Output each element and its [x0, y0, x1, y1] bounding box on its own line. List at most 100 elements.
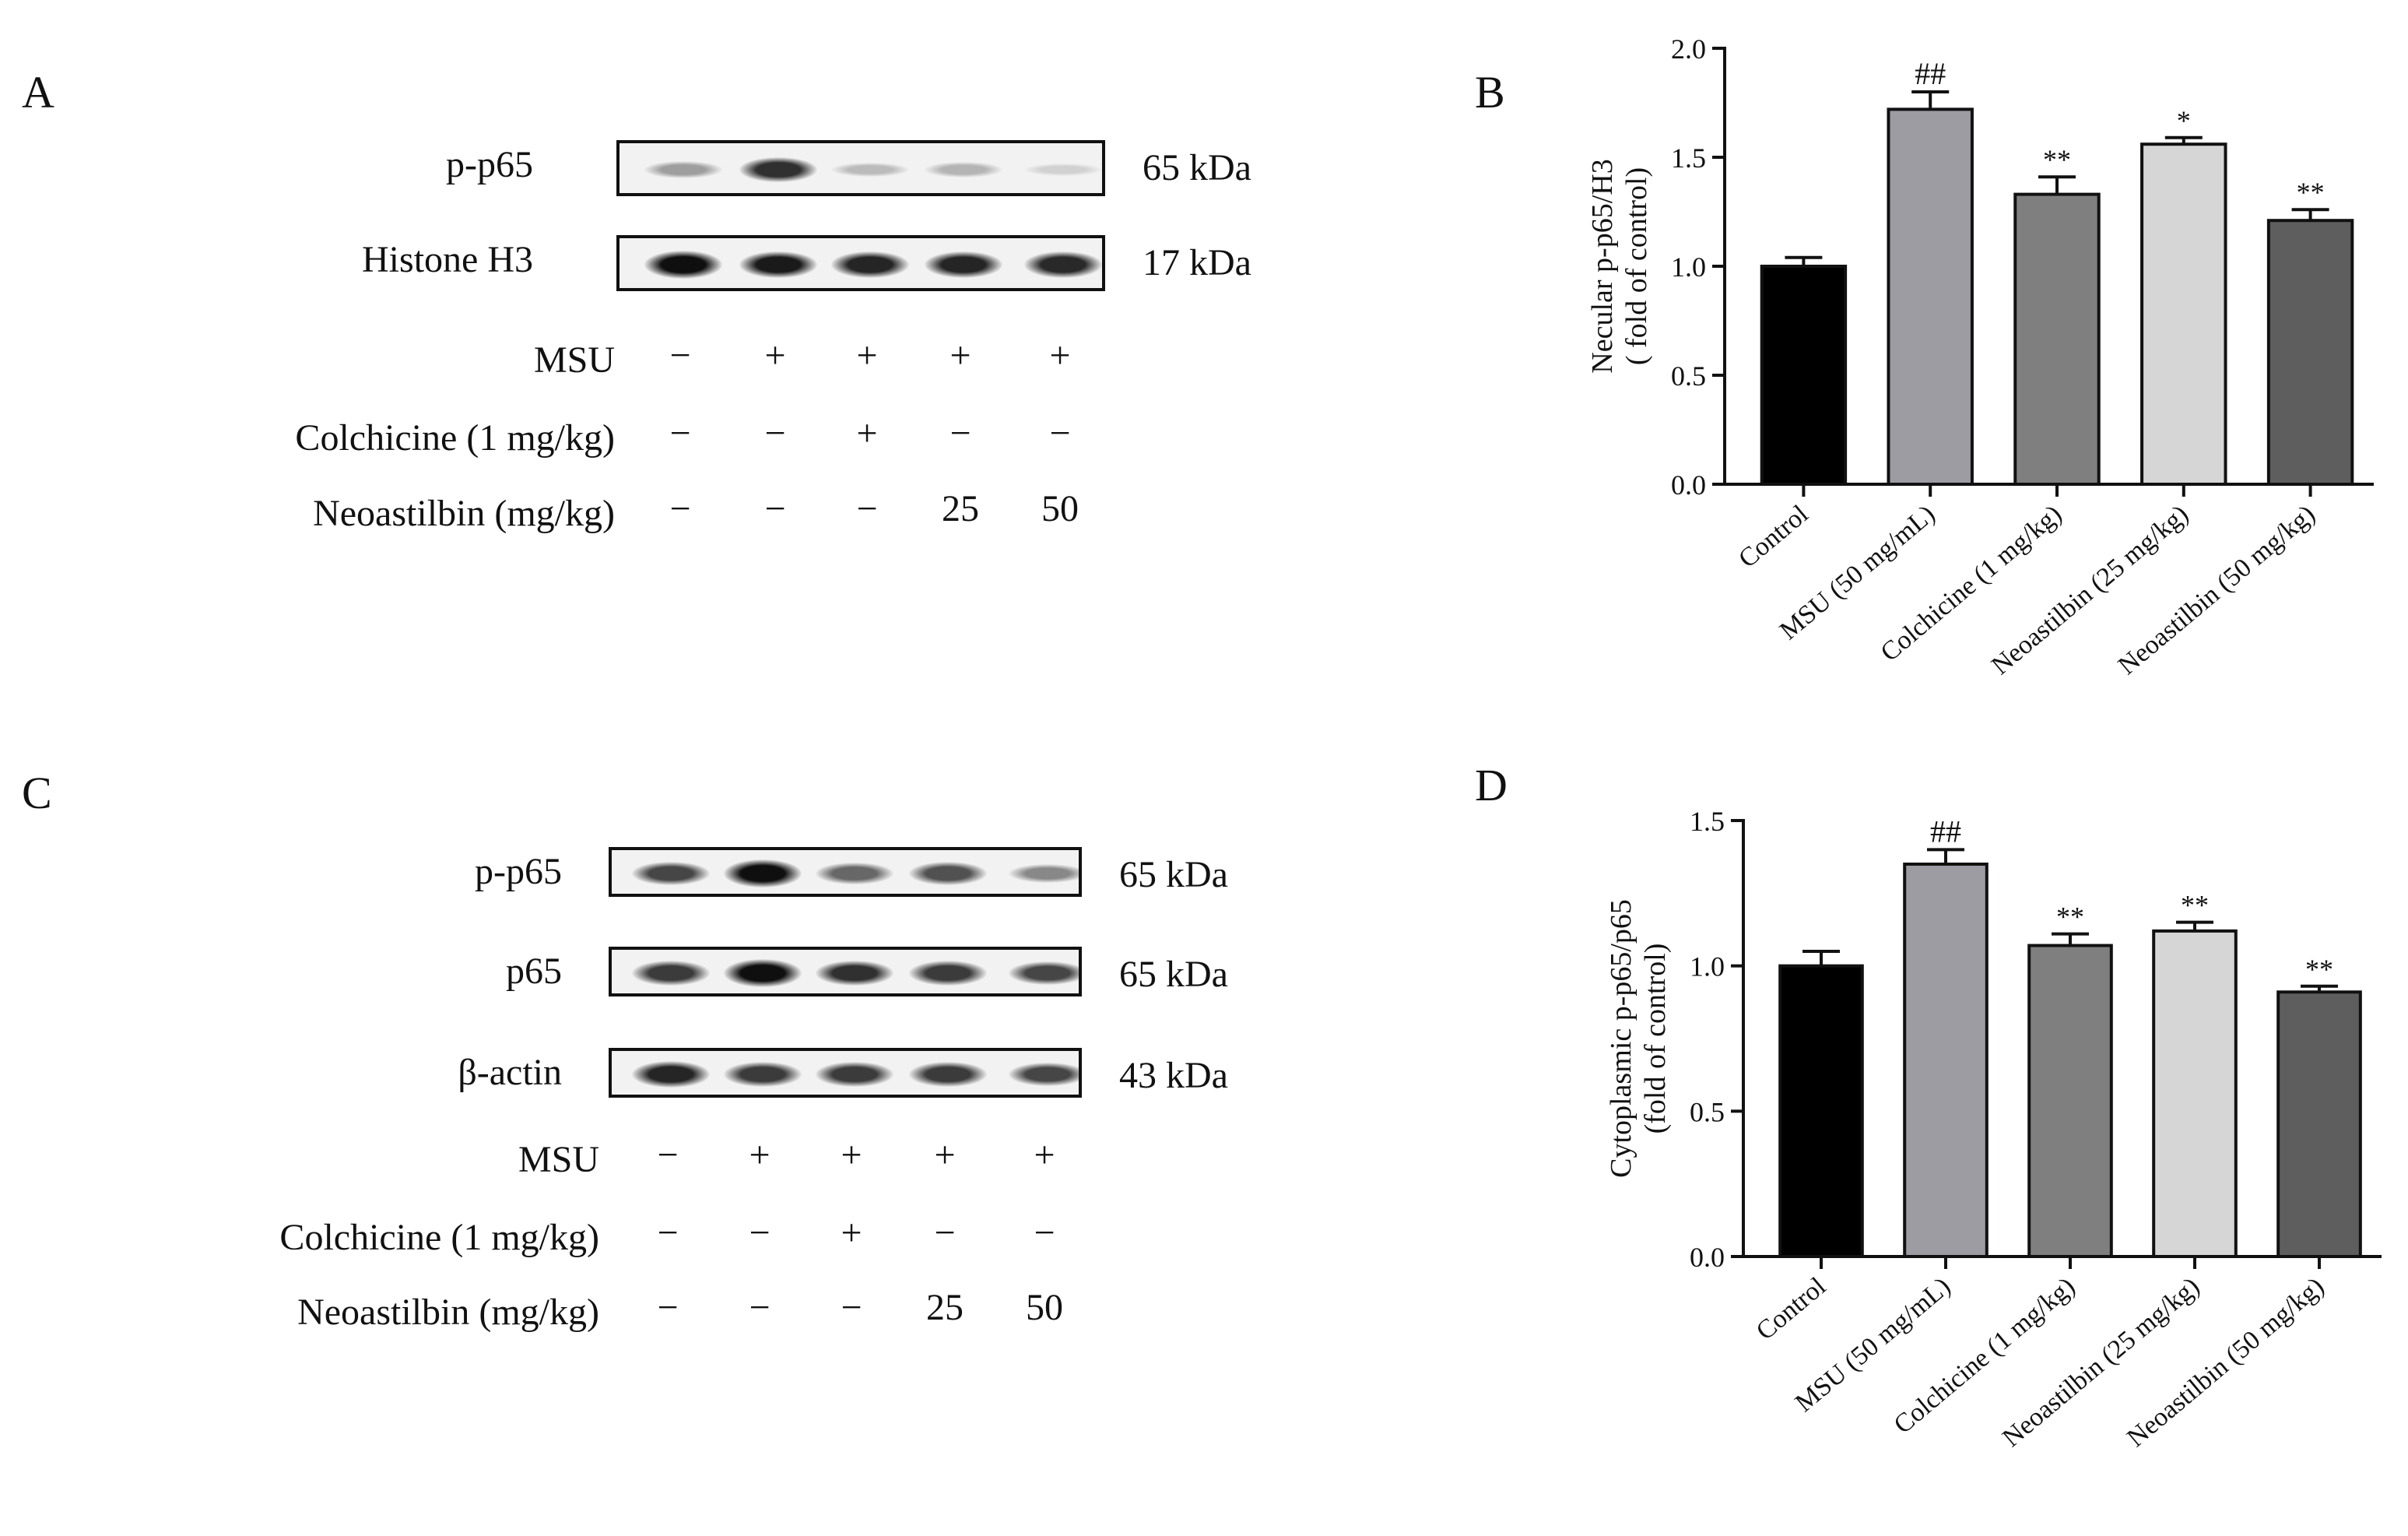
- treatment-mark: −: [856, 488, 878, 529]
- blot-band: [724, 859, 802, 888]
- treatment-mark: +: [841, 1212, 862, 1253]
- blot-band: [644, 161, 722, 178]
- treatment-mark: +: [856, 335, 878, 376]
- treatment-label-1: Colchicine (1 mg/kg): [295, 417, 615, 459]
- panel-letter-d: D: [1475, 760, 1508, 810]
- treatment-mark: +: [1049, 335, 1071, 376]
- treatment-mark: −: [657, 1212, 679, 1253]
- treatment-mark: +: [950, 335, 971, 376]
- treatment-mark: 25: [926, 1287, 964, 1328]
- molecular-weight-label: 65 kDa: [1143, 147, 1251, 188]
- blot-label-2: β-actin: [458, 1052, 562, 1093]
- blot-label-0: p-p65: [446, 144, 533, 185]
- treatment-mark: −: [657, 1134, 679, 1176]
- blot-band: [816, 1062, 893, 1087]
- treatment-mark: −: [764, 413, 786, 454]
- bar: [2276, 990, 2362, 1258]
- y-tick-label: 1.5: [1671, 142, 1706, 174]
- blot-band: [925, 251, 1002, 278]
- y-tick-label: 0.5: [1690, 1096, 1725, 1127]
- treatment-mark: 25: [942, 488, 979, 529]
- blot-band: [644, 251, 722, 279]
- blot-band: [1009, 864, 1079, 883]
- blot-band: [909, 961, 987, 986]
- bar-chart-d: 0.0 0.5 1.0 1.5 Cytoplasmic p-p65/p65 (fold o…: [1605, 806, 2382, 1453]
- bar: [1778, 964, 1864, 1258]
- blot-band: [909, 862, 987, 885]
- molecular-weight-label: 43 kDa: [1119, 1055, 1228, 1096]
- y-axis-label-line: Cytoplasmic p-p65/p65: [1605, 899, 1638, 1178]
- treatment-mark: −: [749, 1212, 770, 1253]
- y-tick-label: 0.5: [1671, 360, 1706, 392]
- panel-letter-a: A: [22, 67, 54, 118]
- treatment-mark: −: [749, 1287, 770, 1328]
- significance-label: ##: [1930, 814, 1961, 849]
- panel-letter-c: C: [22, 768, 52, 818]
- treatment-mark: 50: [1026, 1287, 1063, 1328]
- significance-label: **: [2297, 177, 2325, 208]
- blot-band: [739, 251, 817, 279]
- treatment-mark: +: [934, 1134, 956, 1176]
- category-label: Control: [1751, 1272, 1831, 1346]
- y-axis-label-line: (fold of control): [1639, 944, 1672, 1134]
- treatment-mark: +: [856, 413, 878, 454]
- blot-band: [1024, 163, 1102, 177]
- y-tick-label: 1.0: [1671, 251, 1706, 283]
- bar: [2266, 219, 2354, 486]
- molecular-weight-label: 17 kDa: [1143, 242, 1251, 283]
- blot-band: [831, 162, 909, 178]
- treatment-mark: −: [669, 335, 691, 376]
- treatment-mark: −: [934, 1212, 956, 1253]
- treatment-label-2: Neoastilbin (mg/kg): [313, 493, 615, 534]
- blot-band: [925, 162, 1002, 178]
- blot-band: [831, 251, 909, 278]
- bar: [1887, 107, 1974, 486]
- bar: [2152, 929, 2238, 1258]
- molecular-weight-label: 65 kDa: [1119, 854, 1228, 895]
- blot-label-1: p65: [506, 951, 562, 992]
- significance-label: **: [2181, 890, 2209, 921]
- treatment-mark: +: [1034, 1134, 1055, 1176]
- blot-band: [1009, 961, 1079, 986]
- category-label: Control: [1733, 500, 1813, 574]
- treatment-mark: −: [669, 413, 691, 454]
- bar: [2027, 944, 2113, 1259]
- bar: [2140, 142, 2227, 486]
- blot-band: [739, 156, 817, 183]
- treatment-mark: −: [1034, 1212, 1055, 1253]
- y-tick-label: 2.0: [1671, 33, 1706, 65]
- blot-band: [632, 1061, 710, 1088]
- y-tick-label: 1.5: [1690, 806, 1725, 837]
- y-axis-label-line: ( fold of control): [1620, 167, 1653, 365]
- molecular-weight-label: 65 kDa: [1119, 954, 1228, 995]
- blot-band: [816, 960, 893, 986]
- treatment-label-0: MSU: [518, 1139, 599, 1180]
- treatment-label-0: MSU: [533, 339, 615, 381]
- treatment-mark: −: [841, 1287, 862, 1328]
- significance-label: **: [2043, 144, 2071, 175]
- y-tick-label: 1.0: [1690, 951, 1725, 982]
- bar-chart-b: 0.0 0.5 1.0 1.5 2.0 Necular p-p65/H3( fold of…: [1586, 33, 2374, 680]
- blot-band: [816, 863, 893, 884]
- blot-label-0: p-p65: [475, 851, 562, 892]
- blot-band: [632, 961, 710, 986]
- blot-image-2: [609, 1048, 1082, 1098]
- blot-band: [1009, 1062, 1079, 1087]
- blot-band: [632, 861, 710, 886]
- blot-image-0: [616, 140, 1105, 196]
- blot-band: [1024, 251, 1102, 278]
- significance-label: **: [2056, 902, 2084, 933]
- treatment-mark: +: [764, 335, 786, 376]
- treatment-mark: −: [1049, 413, 1071, 454]
- bar: [1760, 265, 1848, 486]
- significance-label: ##: [1915, 56, 1946, 91]
- blot-image-1: [609, 947, 1082, 996]
- blot-label-1: Histone H3: [362, 239, 533, 280]
- y-tick-label: 0.0: [1690, 1242, 1725, 1273]
- y-axis-label: Necular p-p65/H3( fold of control): [1586, 159, 1653, 373]
- treatment-mark: +: [749, 1134, 770, 1176]
- blot-band: [909, 1062, 987, 1087]
- bar: [1903, 863, 1989, 1258]
- significance-label: *: [2177, 105, 2191, 136]
- y-axis-label: Cytoplasmic p-p65/p65 (fold of control): [1605, 899, 1672, 1178]
